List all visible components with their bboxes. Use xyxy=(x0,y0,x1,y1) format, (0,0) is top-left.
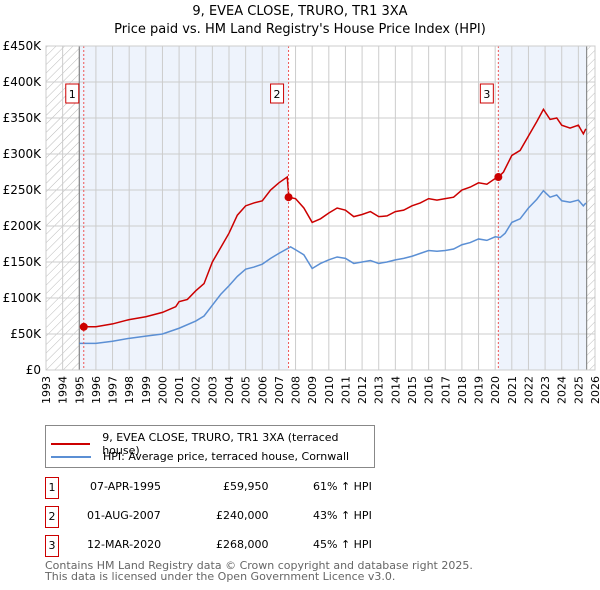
x-tick-label: 2017 xyxy=(439,376,452,404)
series-line xyxy=(83,107,587,328)
marker-badge: 1 xyxy=(45,477,59,499)
x-tick-label: 2021 xyxy=(506,376,519,404)
y-tick-label: £250K xyxy=(3,183,43,197)
sale-label-box xyxy=(65,83,80,104)
x-tick-label: 2014 xyxy=(389,376,402,404)
x-tick-label: 2009 xyxy=(306,376,319,404)
x-tick-label: 2016 xyxy=(423,376,436,404)
legend-red-label: 9, EVEA CLOSE, TRURO, TR1 3XA (terraced … xyxy=(102,431,339,457)
transaction-row: 2 01-AUG-2007 £240,000 43% ↑ HPI xyxy=(45,506,445,528)
x-tick-label: 1995 xyxy=(73,376,86,404)
date: 12-MAR-2020 xyxy=(87,538,162,551)
y-tick-label: £100K xyxy=(3,291,43,305)
x-tick-label: 2015 xyxy=(406,376,419,404)
price: £240,000 xyxy=(216,509,269,522)
x-tick-label: 2008 xyxy=(290,376,303,404)
x-tick-label: 1998 xyxy=(123,376,136,404)
legend-blue-label: HPI: Average price, terraced house, Corn… xyxy=(103,450,350,463)
legend-red-swatch xyxy=(51,443,91,445)
x-tick-label: 2011 xyxy=(339,376,352,404)
x-tick-label: 2019 xyxy=(473,376,486,404)
x-tick-label: 2013 xyxy=(373,376,386,404)
footer-line1: Contains HM Land Registry data © Crown c… xyxy=(45,559,473,572)
sale-point xyxy=(494,173,503,182)
x-tick-label: 1996 xyxy=(90,376,103,404)
hpi-diff: 45% ↑ HPI xyxy=(313,538,372,551)
sale-label-box xyxy=(479,83,494,104)
transaction-row: 1 07-APR-1995 £59,950 61% ↑ HPI xyxy=(45,477,445,499)
x-tick-label: 1994 xyxy=(57,376,70,404)
x-tick-label: 2007 xyxy=(273,376,286,404)
price: £268,000 xyxy=(216,538,269,551)
x-tick-label: 2001 xyxy=(173,376,186,404)
x-tick-label: 2012 xyxy=(356,376,369,404)
price: £59,950 xyxy=(223,480,269,493)
sale-point xyxy=(284,193,293,202)
x-tick-label: 2002 xyxy=(190,376,203,404)
x-tick-label: 2010 xyxy=(323,376,336,404)
shade-period-1 xyxy=(79,46,289,370)
x-tick-label: 2025 xyxy=(572,376,585,404)
x-tick-label: 2000 xyxy=(156,376,169,404)
x-tick-label: 2020 xyxy=(489,376,502,404)
x-tick-label: 2005 xyxy=(240,376,253,404)
hatch-after-data xyxy=(586,46,595,370)
sale-label: 3 xyxy=(483,88,490,101)
plot-border xyxy=(45,45,596,371)
y-tick-label: £300K xyxy=(3,147,43,161)
x-tick-label: 1997 xyxy=(107,376,120,404)
y-tick-label: £150K xyxy=(3,255,43,269)
y-tick-label: £350K xyxy=(3,111,43,125)
hpi-diff: 61% ↑ HPI xyxy=(313,480,372,493)
footer: Contains HM Land Registry data © Crown c… xyxy=(45,560,473,582)
marker-badge: 2 xyxy=(45,506,59,528)
x-tick-label: 1993 xyxy=(40,376,53,404)
marker-badge: 3 xyxy=(45,535,59,557)
y-tick-label: £0 xyxy=(26,363,41,377)
x-tick-label: 1999 xyxy=(140,376,153,404)
date: 07-APR-1995 xyxy=(90,480,162,493)
x-tick-label: 2023 xyxy=(539,376,552,404)
sale-label: 1 xyxy=(69,88,76,101)
transaction-row: 3 12-MAR-2020 £268,000 45% ↑ HPI xyxy=(45,535,445,557)
x-tick-label: 2003 xyxy=(206,376,219,404)
legend: 9, EVEA CLOSE, TRURO, TR1 3XA (terraced … xyxy=(45,425,375,468)
x-tick-label: 2022 xyxy=(522,376,535,404)
legend-blue-swatch xyxy=(51,455,91,458)
sale-point xyxy=(79,322,88,331)
chart-title: 9, EVEA CLOSE, TRURO, TR1 3XA xyxy=(192,4,408,19)
series-line xyxy=(79,189,587,345)
y-tick-label: £50K xyxy=(10,327,42,341)
y-tick-label: £450K xyxy=(3,39,43,53)
sale-label: 2 xyxy=(274,88,281,101)
x-tick-label: 2024 xyxy=(556,376,569,404)
chart-subtitle: Price paid vs. HM Land Registry's House … xyxy=(114,22,486,37)
y-tick-label: £400K xyxy=(3,75,43,89)
shade-period-3 xyxy=(498,46,587,370)
date: 01-AUG-2007 xyxy=(87,509,161,522)
price-chart: 1993 1994 1995 1996 1997 1998 1999 2000 2001 2002… xyxy=(3,39,600,404)
y-tick-label: £200K xyxy=(3,219,43,233)
x-tick-label: 2004 xyxy=(223,376,236,404)
x-tick-label: 2018 xyxy=(456,376,469,404)
sale-label-box xyxy=(270,83,285,104)
x-tick-label: 2006 xyxy=(256,376,269,404)
x-tick-label: 2026 xyxy=(589,376,600,404)
footer-line2: This data is licensed under the Open Gov… xyxy=(45,570,396,583)
hpi-diff: 43% ↑ HPI xyxy=(313,509,372,522)
